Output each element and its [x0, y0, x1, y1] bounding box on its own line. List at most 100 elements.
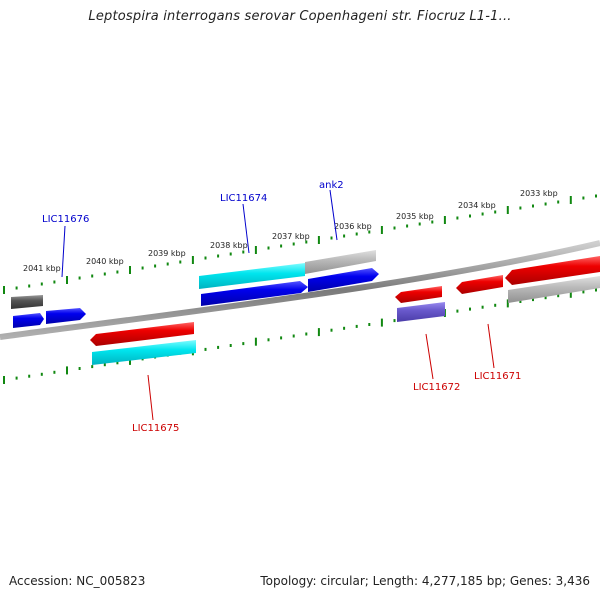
scale-top-minor-tick — [28, 284, 31, 288]
scale-bottom-minor-tick — [78, 367, 81, 370]
gene-feature-lic11675[interactable] — [90, 322, 194, 346]
callout-line-lic11672 — [425, 333, 434, 380]
gene-label-lic11674: LIC11674 — [220, 193, 267, 204]
scale-bottom-minor-tick — [292, 334, 295, 338]
scale-bottom-major-tick — [569, 289, 572, 298]
scale-bottom-minor-tick — [368, 323, 371, 326]
scale-top-major-tick — [66, 276, 68, 284]
scale-bottom-minor-tick — [217, 345, 220, 349]
callout-line-lic11675 — [147, 374, 154, 421]
scale-bottom-minor-tick — [456, 309, 459, 313]
gene-feature-lic11675-cds[interactable] — [92, 340, 196, 365]
gene-feature-lic11671[interactable] — [456, 275, 503, 294]
scale-top-minor-tick — [154, 264, 157, 268]
scale-top-minor-tick — [481, 212, 484, 216]
gene-feature-lic11674[interactable] — [201, 281, 308, 306]
scale-bottom-minor-tick — [519, 300, 522, 303]
genome-backbone — [0, 240, 600, 340]
scale-bottom-minor-tick — [91, 365, 94, 369]
gene-label-ank2: ank2 — [319, 180, 344, 191]
scale-bottom-minor-tick — [557, 294, 560, 298]
gene-label-lic11671: LIC11671 — [474, 371, 521, 382]
scale-bottom-minor-tick — [280, 336, 283, 340]
scale-top-minor-tick — [557, 200, 560, 204]
scale-top-minor-tick — [292, 242, 295, 246]
gene-label-lic11672: LIC11672 — [413, 382, 460, 393]
scale-top-minor-tick — [91, 274, 94, 278]
gene-feature-ank2[interactable] — [308, 268, 379, 292]
scale-bottom-minor-tick — [204, 347, 207, 351]
scale-top-minor-tick — [141, 266, 144, 270]
scale-bottom-minor-tick — [494, 303, 497, 307]
scale-top-major-tick — [254, 246, 257, 254]
scale-bottom-minor-tick — [305, 332, 308, 336]
scale-bottom-minor-tick — [582, 290, 585, 294]
scale-track-top — [3, 194, 597, 294]
scale-bottom-minor-tick — [242, 342, 245, 346]
scale-bottom-minor-tick — [229, 344, 232, 347]
scale-top-minor-tick — [78, 276, 81, 280]
scale-top-minor-tick — [456, 216, 459, 220]
gene-feature-lic11672-cds[interactable] — [397, 302, 445, 322]
gene-feature-lic11672[interactable] — [395, 286, 442, 303]
scale-bottom-minor-tick — [330, 328, 333, 332]
scale-bottom-minor-tick — [393, 319, 396, 323]
scale-top-minor-tick — [393, 226, 396, 230]
map-title: Leptospira interrogans serovar Copenhage… — [88, 9, 512, 24]
scale-label-2037: 2037 kbp — [272, 232, 310, 241]
gene-feature-gray-right[interactable] — [508, 276, 600, 303]
gene-feature-red-right[interactable] — [505, 256, 600, 285]
scale-top-major-tick — [317, 236, 320, 244]
scale-top-minor-tick — [217, 254, 220, 258]
scale-top-major-tick — [506, 206, 509, 214]
callout-line-ank2 — [329, 189, 338, 241]
scale-label-2041: 2041 kbp — [23, 264, 61, 273]
scale-bottom-major-tick — [506, 299, 509, 308]
scale-top-minor-tick — [532, 204, 534, 208]
gene-feature-lic11676[interactable] — [46, 308, 86, 324]
scale-top-minor-tick — [406, 224, 409, 228]
scale-label-2036: 2036 kbp — [334, 222, 372, 231]
scale-bottom-major-tick — [3, 376, 5, 384]
gene-feature-ank2-cds[interactable] — [305, 250, 376, 274]
scale-top-minor-tick — [229, 252, 232, 256]
scale-top-minor-tick — [103, 272, 106, 276]
scale-top-minor-tick — [431, 220, 434, 224]
genome-stats-text: Topology: circular; Length: 4,277,185 bp… — [260, 574, 590, 588]
gene-feature-lic11674-cds[interactable] — [199, 263, 305, 289]
scale-bottom-major-tick — [254, 337, 257, 346]
scale-top-minor-tick — [280, 244, 283, 248]
scale-label-2034: 2034 kbp — [458, 201, 496, 210]
callout-line-lic11671 — [487, 323, 495, 369]
scale-label-2040: 2040 kbp — [86, 257, 124, 266]
scale-top-minor-tick — [494, 210, 497, 214]
scale-bottom-minor-tick — [53, 370, 56, 374]
scale-bottom-minor-tick — [15, 376, 18, 380]
scale-top-major-tick — [569, 196, 572, 204]
scale-bottom-minor-tick — [481, 305, 484, 309]
scale-top-minor-tick — [519, 206, 522, 210]
scale-top-minor-tick — [544, 202, 547, 206]
gene-label-lic11675: LIC11675 — [132, 423, 179, 434]
scale-bottom-major-tick — [380, 318, 383, 327]
gene-feature-dark[interactable] — [11, 295, 43, 309]
scale-top-minor-tick — [305, 240, 308, 244]
scale-bottom-minor-tick — [595, 288, 597, 292]
scale-bottom-minor-tick — [103, 363, 106, 367]
callout-line-lic11674 — [242, 203, 250, 254]
scale-bottom-minor-tick — [469, 307, 471, 311]
scale-top-minor-tick — [242, 250, 245, 254]
scale-top-minor-tick — [116, 270, 119, 274]
gene-feature-lic11676-small[interactable] — [13, 313, 44, 328]
scale-bottom-major-tick — [66, 366, 68, 375]
scale-bottom-minor-tick — [116, 361, 119, 365]
scale-track-bottom — [3, 288, 597, 384]
scale-top-minor-tick — [355, 232, 358, 236]
scale-top-major-tick — [191, 256, 194, 264]
scale-bottom-minor-tick — [532, 298, 534, 302]
scale-top-minor-tick — [15, 286, 18, 290]
scale-top-minor-tick — [53, 280, 56, 284]
scale-top-minor-tick — [469, 214, 471, 218]
gene-label-lic11676: LIC11676 — [42, 214, 89, 225]
